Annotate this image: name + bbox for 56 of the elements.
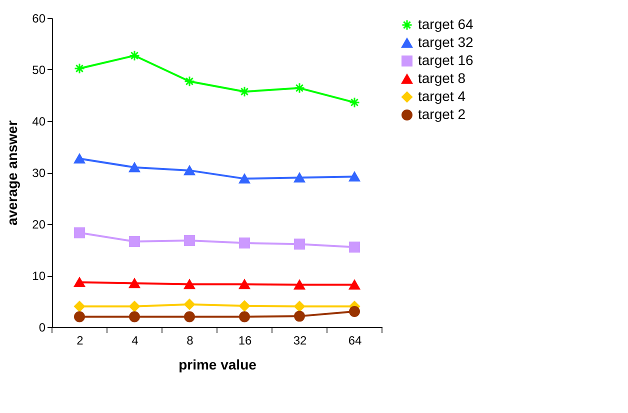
point bbox=[239, 311, 250, 322]
point bbox=[129, 311, 140, 322]
point bbox=[294, 310, 305, 322]
point bbox=[294, 238, 305, 250]
legend-label: target 8 bbox=[418, 70, 466, 86]
point bbox=[239, 238, 250, 249]
point bbox=[184, 298, 195, 310]
point bbox=[239, 279, 250, 290]
legend-label: target 16 bbox=[418, 52, 474, 68]
point bbox=[349, 280, 360, 290]
point bbox=[129, 162, 140, 172]
point bbox=[129, 278, 140, 288]
point bbox=[74, 154, 85, 164]
point bbox=[294, 172, 305, 183]
point bbox=[74, 277, 85, 288]
point bbox=[129, 236, 140, 248]
y-tick-label: 50 bbox=[32, 63, 46, 77]
x-tick-label: 8 bbox=[186, 334, 194, 348]
point bbox=[349, 306, 360, 318]
x-tick-label: 32 bbox=[293, 334, 307, 348]
point bbox=[74, 300, 85, 312]
point bbox=[294, 300, 305, 312]
point bbox=[129, 300, 140, 312]
point bbox=[239, 174, 250, 184]
y-tick-label: 10 bbox=[32, 269, 46, 283]
legend-label: target 32 bbox=[418, 34, 474, 50]
point bbox=[184, 166, 195, 176]
point bbox=[184, 76, 195, 87]
point bbox=[294, 280, 305, 290]
y-tick-label: 0 bbox=[38, 320, 46, 334]
point bbox=[74, 227, 85, 238]
point bbox=[74, 311, 85, 322]
y-tick-label: 60 bbox=[32, 12, 46, 26]
point bbox=[184, 234, 195, 246]
point bbox=[349, 172, 360, 182]
point bbox=[184, 279, 195, 290]
y-tick-label: 40 bbox=[32, 114, 46, 128]
x-axis-title: prime value bbox=[178, 356, 257, 372]
x-tick-label: 4 bbox=[132, 334, 139, 348]
legend-label: target 64 bbox=[418, 16, 474, 32]
legend-label: target 4 bbox=[418, 88, 466, 104]
point bbox=[239, 86, 250, 98]
y-axis-title: average answer bbox=[4, 120, 20, 226]
point bbox=[74, 62, 85, 74]
point bbox=[294, 82, 305, 94]
x-tick-label: 16 bbox=[238, 334, 252, 348]
y-tick-label: 20 bbox=[32, 218, 46, 232]
point bbox=[349, 242, 360, 253]
x-tick-label: 64 bbox=[348, 334, 362, 348]
point bbox=[239, 300, 250, 312]
y-tick-label: 30 bbox=[32, 166, 46, 180]
x-tick-label: 2 bbox=[76, 334, 84, 348]
point bbox=[129, 50, 140, 62]
legend-label: target 2 bbox=[418, 106, 466, 122]
point bbox=[349, 96, 360, 108]
point bbox=[184, 311, 195, 322]
